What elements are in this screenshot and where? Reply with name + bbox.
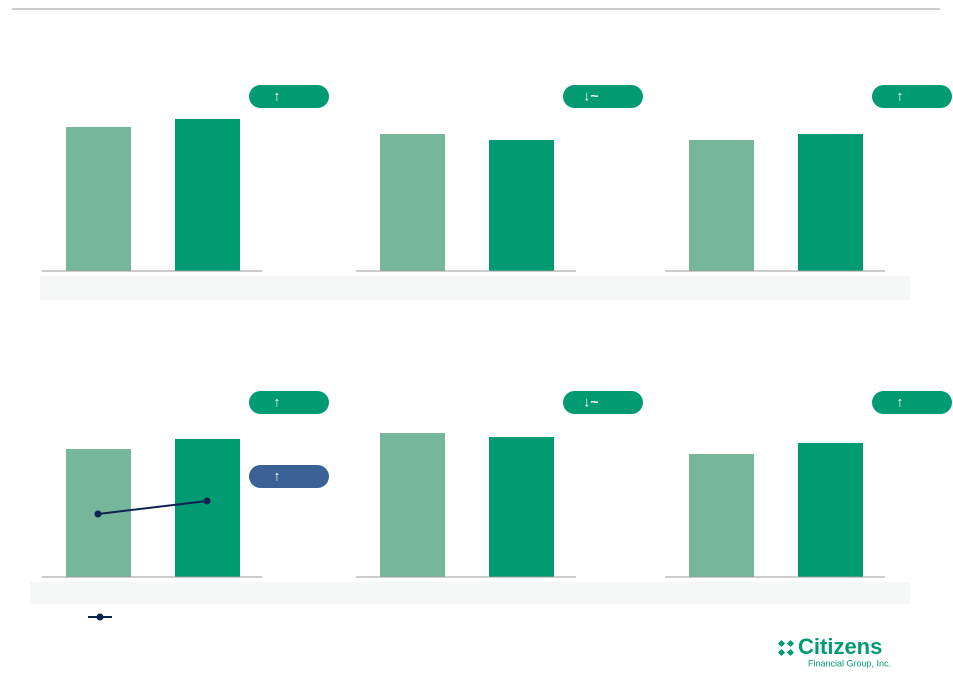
line-series xyxy=(97,500,208,515)
bar xyxy=(175,439,240,577)
legend-marker xyxy=(96,613,104,621)
badge-text: ↑ xyxy=(274,468,281,484)
logo-name: Citizens xyxy=(798,634,882,659)
bar xyxy=(798,134,863,271)
logo-subtitle: Financial Group, Inc. xyxy=(808,658,891,668)
panel-band xyxy=(40,276,910,300)
badge xyxy=(872,391,952,414)
bar xyxy=(380,433,445,577)
line-point xyxy=(94,510,102,518)
bar xyxy=(689,140,754,271)
bar xyxy=(689,454,754,577)
badge xyxy=(249,465,329,488)
badge-text: ↑ xyxy=(274,88,281,104)
badge xyxy=(249,391,329,414)
bar xyxy=(489,140,554,271)
badge-text: ↑ xyxy=(897,394,904,410)
badge xyxy=(249,85,329,108)
logo: Citizens Financial Group, Inc. xyxy=(777,634,891,668)
panel-band xyxy=(30,582,910,604)
badge-text: ↓~ xyxy=(583,88,598,104)
badge-text: ↑ xyxy=(274,394,281,410)
bar xyxy=(380,134,445,271)
bar xyxy=(489,437,554,577)
logo-mark xyxy=(777,639,795,657)
bar xyxy=(798,443,863,577)
bar xyxy=(66,127,131,271)
line-point xyxy=(203,497,211,505)
badge xyxy=(563,85,643,108)
badge-text: ↑ xyxy=(897,88,904,104)
badge-text: ↓~ xyxy=(583,394,598,410)
badge xyxy=(563,391,643,414)
badge xyxy=(872,85,952,108)
bar xyxy=(175,119,240,271)
